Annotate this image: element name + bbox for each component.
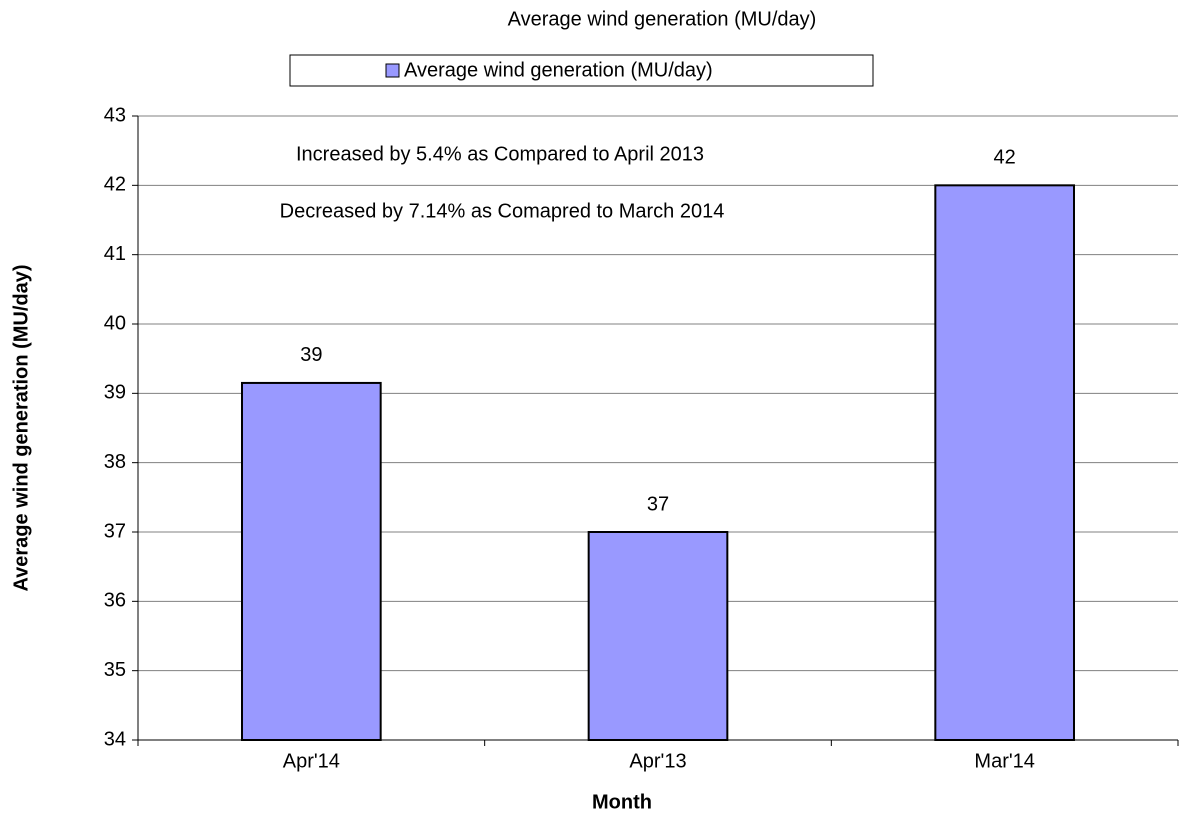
y-tick-label: 43 <box>104 104 126 126</box>
legend-label: Average wind generation (MU/day) <box>404 59 713 81</box>
annotation: Increased by 5.4% as Compared to April 2… <box>296 143 704 165</box>
y-axis-label: Average wind generation (MU/day) <box>10 264 32 591</box>
y-tick-label: 40 <box>104 312 126 334</box>
x-tick-label: Apr'13 <box>629 750 686 772</box>
x-tick-label: Apr'14 <box>283 750 340 772</box>
y-tick-label: 38 <box>104 451 126 473</box>
value-label: 37 <box>647 493 669 515</box>
y-tick-label: 35 <box>104 659 126 681</box>
x-tick-label: Mar'14 <box>974 750 1035 772</box>
y-tick-label: 39 <box>104 382 126 404</box>
annotation: Decreased by 7.14% as Comapred to March … <box>280 200 725 222</box>
bar <box>587 531 729 741</box>
chart-title: Average wind generation (MU/day) <box>508 8 817 30</box>
value-label: 39 <box>300 344 322 366</box>
value-label: 42 <box>994 147 1016 169</box>
x-axis-label: Month <box>592 791 652 813</box>
bar <box>241 381 382 741</box>
y-tick-label: 42 <box>104 174 126 196</box>
y-tick-label: 37 <box>104 520 126 542</box>
legend-swatch <box>385 63 400 78</box>
y-tick-label: 36 <box>104 590 126 612</box>
y-tick-label: 41 <box>104 243 126 265</box>
y-tick-label: 34 <box>104 728 126 750</box>
bar <box>934 184 1075 742</box>
